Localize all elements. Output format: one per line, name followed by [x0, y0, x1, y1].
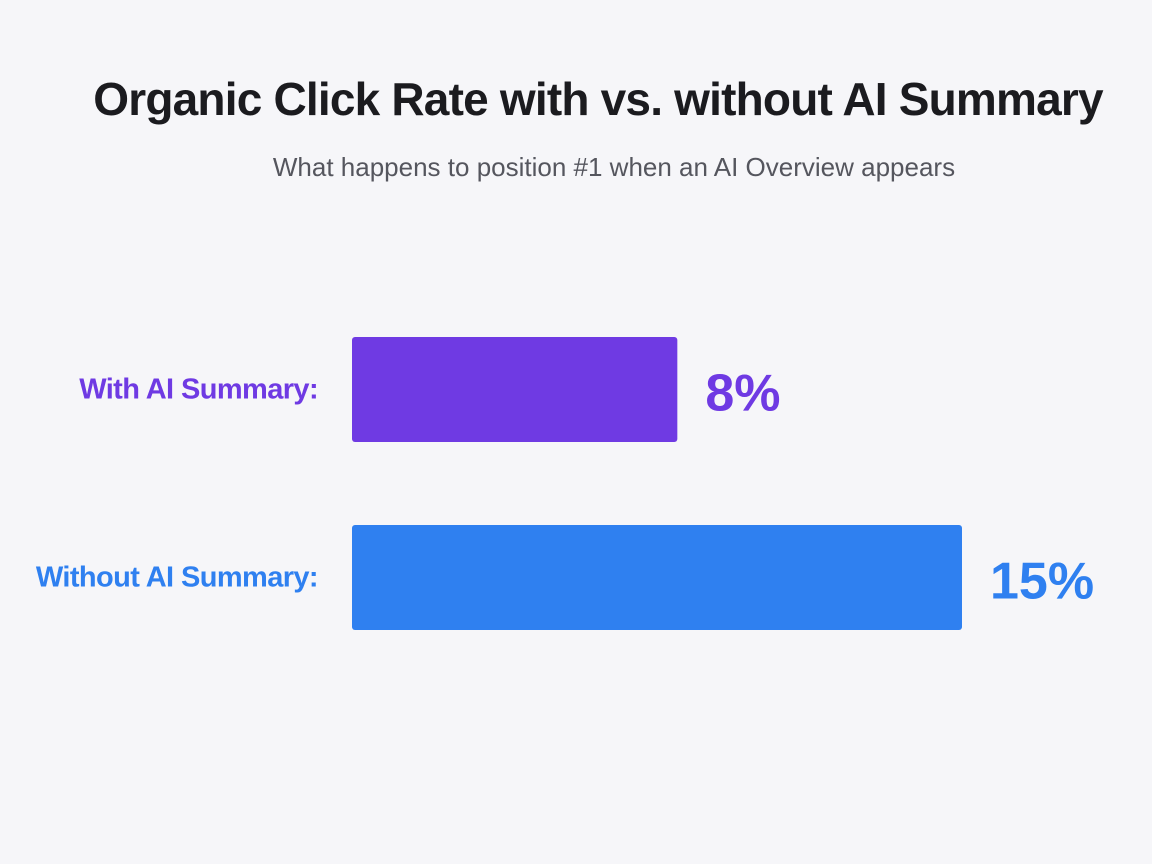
chart-title: Organic Click Rate with vs. without AI S…	[93, 73, 1103, 125]
bar-without-ai-summary	[352, 525, 962, 630]
bar-with-ai-summary	[352, 337, 678, 442]
value-label: 15%	[990, 553, 1094, 611]
category-label: Without AI Summary:	[36, 562, 318, 594]
value-label: 8%	[705, 365, 780, 423]
category-label: With AI Summary:	[79, 374, 318, 406]
chart-subtitle: What happens to position #1 when an AI O…	[272, 152, 956, 182]
